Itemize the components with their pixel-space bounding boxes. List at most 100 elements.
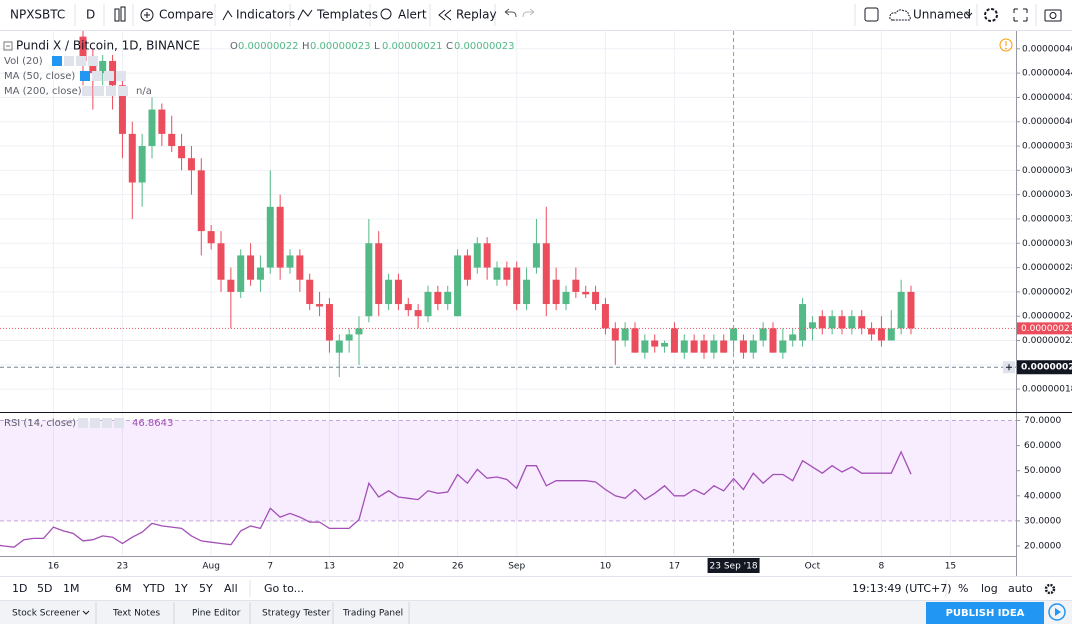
last-price-label: 0.00000023 xyxy=(1021,324,1072,334)
toolbar-button[interactable]: Templates xyxy=(316,8,378,22)
publish-button[interactable] xyxy=(926,602,1044,624)
clock: 19:13:49 (UTC+7) xyxy=(852,582,952,595)
candle-body xyxy=(493,267,501,280)
candle-body xyxy=(592,291,600,305)
dropdown-arrow[interactable] xyxy=(965,12,973,17)
candle-body xyxy=(266,206,274,268)
interval[interactable]: D xyxy=(86,8,95,22)
axis-settings[interactable] xyxy=(1044,583,1056,595)
candle-body xyxy=(532,243,540,268)
axes: 0.00000018 0.00000020 0.00000022 0.00000024… xyxy=(48,44,1072,572)
indicator-option[interactable] xyxy=(52,56,62,66)
screener-dropdown[interactable] xyxy=(82,610,90,615)
indicator-option[interactable] xyxy=(118,86,128,96)
cloud-icon xyxy=(889,9,911,21)
candle-body xyxy=(365,243,373,317)
y-tick-label: 40.0000 xyxy=(1024,491,1061,501)
range-button[interactable]: 5D xyxy=(37,582,52,595)
chart-style-button[interactable] xyxy=(114,6,126,22)
candle-body xyxy=(789,334,797,341)
undo-button[interactable] xyxy=(504,8,517,18)
candle-body xyxy=(355,328,363,335)
tab[interactable]: Pine Editor xyxy=(192,609,241,619)
tab[interactable]: Text Notes xyxy=(112,609,160,619)
x-tick-label: 16 xyxy=(48,562,60,572)
candle-body xyxy=(385,279,393,305)
candle-body xyxy=(473,243,481,268)
indicator-option[interactable] xyxy=(80,71,90,81)
fullscreen-button[interactable] xyxy=(1013,8,1028,22)
collapse-button[interactable] xyxy=(3,41,13,51)
indicator-option[interactable] xyxy=(106,86,116,96)
tab[interactable]: Strategy Tester xyxy=(262,609,331,619)
x-tick-label: 13 xyxy=(324,562,335,572)
snapshot-button[interactable] xyxy=(1044,9,1062,22)
candle-body xyxy=(680,340,688,353)
range-button[interactable]: 5Y xyxy=(199,582,213,595)
indicator-option[interactable] xyxy=(90,418,100,428)
redo-button[interactable] xyxy=(522,8,535,18)
range-button[interactable]: 6M xyxy=(115,582,132,595)
settings-button[interactable] xyxy=(984,8,998,22)
layout-name[interactable]: Unnamed xyxy=(913,8,971,22)
candle-body xyxy=(158,109,166,134)
rsi-background xyxy=(0,420,1016,522)
candle-body xyxy=(907,291,915,329)
ohlc-value: 0.00000021 xyxy=(382,41,442,52)
goto-button[interactable]: Go to... xyxy=(264,582,304,595)
candle-body xyxy=(118,85,126,134)
y-tick-label: 0.00000028 xyxy=(1022,263,1072,273)
indicator-option[interactable] xyxy=(104,71,114,81)
range-button[interactable]: YTD xyxy=(142,582,165,595)
x-tick-label: 15 xyxy=(945,562,956,572)
x-tick-label: 10 xyxy=(600,562,612,572)
candle-body xyxy=(828,316,836,329)
candle-body xyxy=(710,340,718,353)
indicator-option[interactable] xyxy=(102,418,112,428)
range-button[interactable]: 1D xyxy=(12,582,27,595)
indicator-option[interactable] xyxy=(92,71,102,81)
ohlc-value: 0.00000023 xyxy=(310,41,370,52)
indicator-option[interactable] xyxy=(116,71,126,81)
play-button[interactable] xyxy=(1048,603,1066,621)
symbol[interactable]: NPXSBTC xyxy=(10,8,65,22)
candle-body xyxy=(325,304,333,341)
indicator-option[interactable] xyxy=(76,56,86,66)
candle-body xyxy=(227,279,235,292)
candle-body xyxy=(237,255,245,292)
toolbar-button[interactable]: Indicators xyxy=(236,8,295,22)
candle-body xyxy=(463,255,471,280)
scale-option[interactable]: % xyxy=(958,582,968,595)
candle-body xyxy=(582,291,590,295)
tab[interactable]: Stock Screener xyxy=(12,609,80,619)
range-button[interactable]: All xyxy=(224,582,238,595)
indicator-option[interactable] xyxy=(64,56,74,66)
rsi-pane xyxy=(0,450,912,548)
candle-body xyxy=(868,328,876,335)
range-button[interactable]: 1Y xyxy=(174,582,188,595)
indicator-option[interactable] xyxy=(78,418,88,428)
candle-body xyxy=(404,304,412,311)
toolbar-button[interactable]: Compare xyxy=(159,8,213,22)
scale-option[interactable]: log xyxy=(981,582,998,595)
candle-body xyxy=(621,328,629,341)
candle-body xyxy=(503,267,511,280)
indicator-option[interactable] xyxy=(88,56,98,66)
candle-body xyxy=(877,328,885,341)
candle-body xyxy=(838,316,846,329)
range-button[interactable]: 1M xyxy=(63,582,80,595)
toolbar-button[interactable]: Replay xyxy=(456,8,497,22)
y-tick-label: 0.00000018 xyxy=(1022,385,1072,395)
ohlc-value: 0.00000023 xyxy=(454,41,514,52)
indicator-option[interactable] xyxy=(114,418,124,428)
tab[interactable]: Trading Panel xyxy=(342,609,403,619)
candle-body xyxy=(483,243,491,268)
checkbox[interactable] xyxy=(864,7,879,22)
toolbar-button[interactable]: Alert xyxy=(398,8,427,22)
candle-body xyxy=(178,146,186,159)
indicator-option[interactable] xyxy=(94,86,104,96)
scale-option[interactable]: auto xyxy=(1008,582,1033,595)
candle-body xyxy=(769,328,777,353)
indicator-option[interactable] xyxy=(82,86,92,96)
